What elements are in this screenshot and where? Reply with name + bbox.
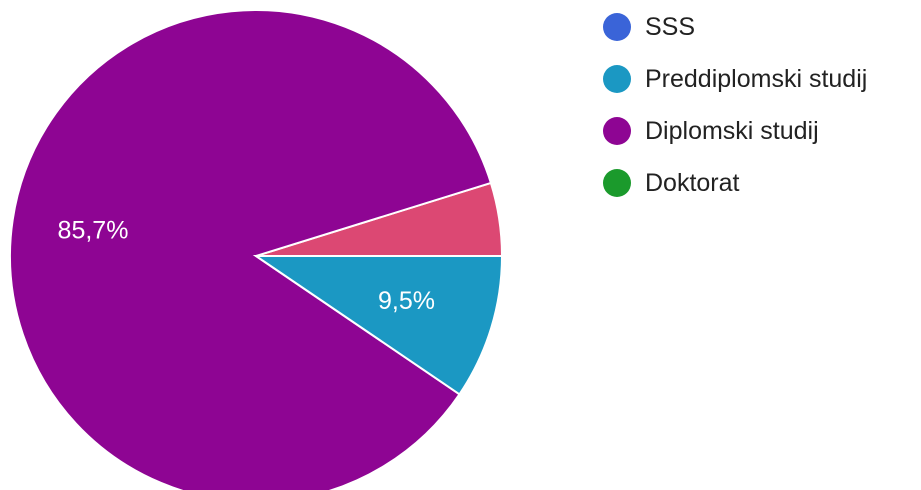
legend-swatch-diplomski-studij [603, 117, 631, 145]
legend-item-doktorat[interactable]: Doktorat [603, 164, 867, 202]
pie-slice-preddiplomski-studij[interactable] [252, 255, 504, 396]
legend-item-preddiplomski-studij[interactable]: Preddiplomski studij [603, 60, 867, 98]
legend-label-sss: SSS [645, 12, 696, 41]
legend-item-diplomski-studij[interactable]: Diplomski studij [603, 112, 867, 150]
legend-label-preddiplomski-studij: Preddiplomski studij [645, 64, 868, 93]
legend-swatch-sss [603, 13, 631, 41]
pie-data-label-diplomski-studij: 85,7% [58, 216, 129, 244]
pie-slices [9, 8, 504, 490]
pie-slice-diplomski-studij[interactable] [9, 8, 493, 490]
chart-legend: SSS Preddiplomski studij Diplomski studi… [603, 8, 867, 216]
legend-swatch-preddiplomski-studij [603, 65, 631, 93]
legend-label-diplomski-studij: Diplomski studij [645, 116, 819, 145]
pie-data-labels: 85,7% 9,5% [58, 216, 435, 314]
legend-item-sss[interactable]: SSS [603, 8, 867, 46]
legend-label-doktorat: Doktorat [645, 168, 740, 197]
legend-swatch-doktorat [603, 169, 631, 197]
pie-data-label-preddiplomski-studij: 9,5% [378, 287, 435, 315]
